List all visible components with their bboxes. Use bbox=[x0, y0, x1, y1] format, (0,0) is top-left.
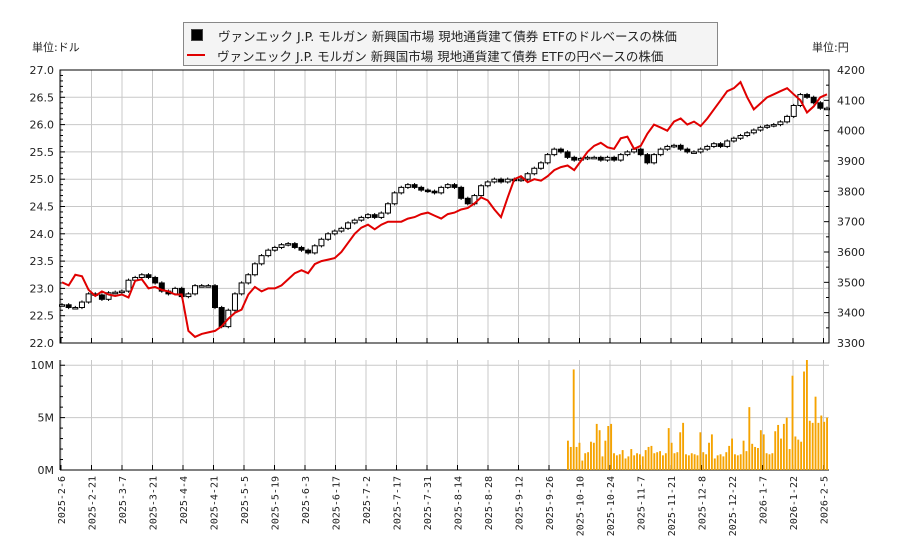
x-axis-date-label: 2025-5-5 bbox=[240, 476, 251, 524]
x-axis-date-label: 2025-7-2 bbox=[362, 476, 373, 524]
legend-item-usd: ヴァンエック J.P. モルガン 新興国市場 現地通貨建て債券 ETFのドルベー… bbox=[184, 25, 677, 45]
x-axis-date-label: 2025-7-31 bbox=[423, 476, 434, 530]
legend-usd-label: ヴァンエック J.P. モルガン 新興国市場 現地通貨建て債券 ETFのドルベー… bbox=[218, 28, 677, 44]
volume-axis-tick-label: 5M bbox=[38, 412, 55, 425]
black-square-icon bbox=[191, 29, 203, 41]
x-axis-date-label: 2026-1-7 bbox=[759, 476, 770, 524]
red-line-icon bbox=[187, 54, 205, 56]
x-axis-date-label: 2025-3-21 bbox=[149, 476, 160, 530]
right-axis-tick-label: 4100 bbox=[837, 94, 865, 107]
jpy-price-line bbox=[61, 80, 828, 339]
volume-axis-tick-label: 10M bbox=[31, 359, 55, 372]
right-axis-tick-label: 4000 bbox=[837, 125, 865, 138]
x-axis-date-label: 2025-2-6 bbox=[57, 476, 68, 524]
right-axis-tick-label: 3500 bbox=[837, 276, 865, 289]
right-axis-tick-label: 3600 bbox=[837, 246, 865, 259]
x-axis-date-label: 2025-12-22 bbox=[728, 476, 739, 536]
chart-legend: ヴァンエック J.P. モルガン 新興国市場 現地通貨建て債券 ETFのドルベー… bbox=[183, 22, 718, 66]
x-axis-date-label: 2025-6-17 bbox=[332, 476, 343, 530]
x-axis-date-label: 2025-9-12 bbox=[515, 476, 526, 530]
right-axis-tick-label: 3400 bbox=[837, 307, 865, 320]
volume-bars bbox=[567, 360, 828, 470]
legend-item-jpy: ヴァンエック J.P. モルガン 新興国市場 現地通貨建て債券 ETFの円ベース… bbox=[184, 45, 663, 65]
x-axis-date-label: 2025-10-24 bbox=[606, 476, 617, 536]
usd-candles bbox=[59, 92, 830, 329]
right-axis-tick-label: 3700 bbox=[837, 216, 865, 229]
right-axis-tick-label: 3800 bbox=[837, 185, 865, 198]
x-axis-date-label: 2025-3-7 bbox=[118, 476, 129, 524]
x-axis-date-label: 2025-5-19 bbox=[271, 476, 282, 530]
left-axis-tick-label: 22.5 bbox=[30, 310, 55, 323]
x-axis-date-label: 2025-11-7 bbox=[637, 476, 648, 530]
left-axis-tick-label: 24.5 bbox=[30, 201, 55, 214]
right-axis-tick-label: 3300 bbox=[837, 337, 865, 350]
left-axis-tick-label: 27.0 bbox=[30, 64, 55, 77]
x-axis-date-label: 2026-1-22 bbox=[789, 476, 800, 530]
left-axis-tick-label: 23.5 bbox=[30, 255, 55, 268]
right-axis-unit: 単位:円 bbox=[812, 41, 849, 54]
x-axis-date-label: 2025-2-21 bbox=[88, 476, 99, 530]
left-axis-tick-label: 23.0 bbox=[30, 282, 55, 295]
volume-axis-tick-label: 0M bbox=[38, 464, 55, 477]
x-axis-date-label: 2025-11-21 bbox=[667, 476, 678, 536]
legend-jpy-label: ヴァンエック J.P. モルガン 新興国市場 現地通貨建て債券 ETFの円ベース… bbox=[217, 48, 664, 64]
left-axis-tick-label: 25.5 bbox=[30, 146, 55, 159]
x-axis-date-label: 2025-12-8 bbox=[698, 476, 709, 530]
x-axis-date-label: 2025-7-17 bbox=[393, 476, 404, 530]
right-axis-tick-label: 4200 bbox=[837, 64, 865, 77]
left-axis-tick-label: 24.0 bbox=[30, 228, 55, 241]
x-axis-date-label: 2025-10-10 bbox=[576, 476, 587, 536]
right-axis-tick-label: 3900 bbox=[837, 155, 865, 168]
x-axis-date-label: 2026-2-5 bbox=[820, 476, 831, 524]
x-axis-date-label: 2025-8-28 bbox=[484, 476, 495, 530]
left-axis-tick-label: 25.0 bbox=[30, 173, 55, 186]
left-axis-tick-label: 22.0 bbox=[30, 337, 55, 350]
x-axis-date-label: 2025-8-14 bbox=[454, 476, 465, 530]
left-axis-unit: 単位:ドル bbox=[32, 41, 80, 54]
x-axis-date-label: 2025-9-26 bbox=[545, 476, 556, 530]
x-axis-date-label: 2025-4-4 bbox=[179, 476, 190, 524]
x-axis-date-label: 2025-6-3 bbox=[301, 476, 312, 524]
left-axis-tick-label: 26.0 bbox=[30, 119, 55, 132]
x-axis-date-label: 2025-4-21 bbox=[210, 476, 221, 530]
grid bbox=[60, 69, 829, 471]
left-axis-tick-label: 26.5 bbox=[30, 91, 55, 104]
